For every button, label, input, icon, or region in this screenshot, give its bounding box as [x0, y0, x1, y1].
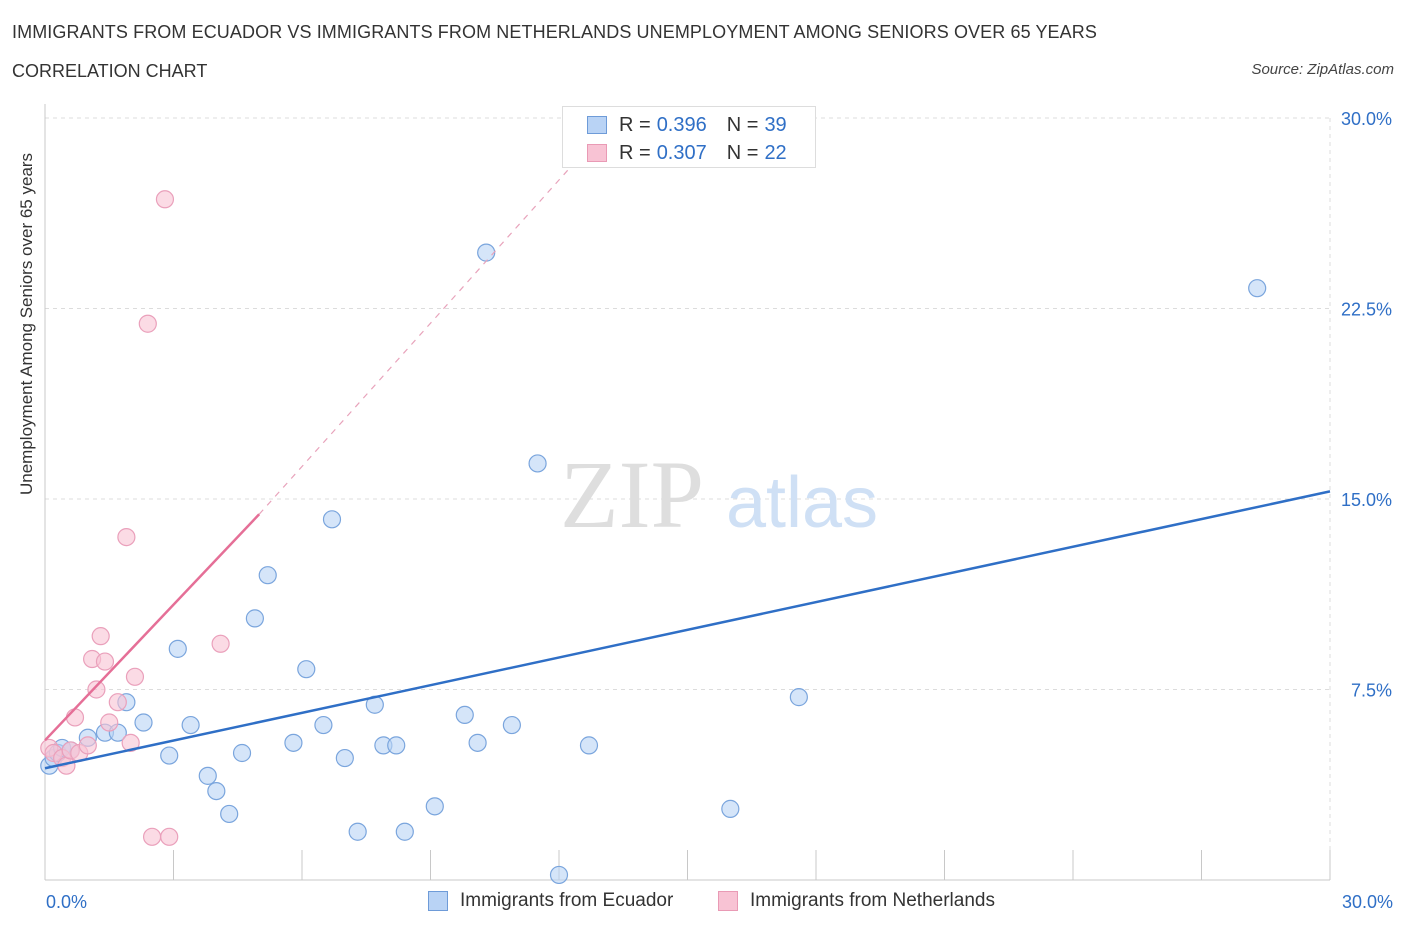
y-tick-label: 15.0%	[1341, 490, 1392, 510]
series-legend: Immigrants from Ecuador Immigrants from …	[0, 890, 1406, 914]
source-label: Source: ZipAtlas.com	[1251, 61, 1394, 78]
point-ecuador	[198, 766, 217, 785]
point-netherlands	[160, 827, 179, 846]
legend-swatch-ecuador	[587, 116, 607, 134]
point-ecuador	[181, 715, 200, 735]
y-tick-label: 22.5%	[1341, 300, 1392, 320]
legend-n-value: 22	[764, 141, 787, 164]
trend-line-netherlands-extension	[258, 155, 581, 515]
watermark-zip: ZIP	[560, 441, 704, 548]
point-ecuador	[395, 822, 414, 841]
tick-labels: 7.5% 15.0% 22.5% 30.0% 0.0% 30.0%	[46, 109, 1393, 912]
legend-swatch-netherlands	[718, 891, 738, 911]
point-netherlands	[155, 190, 175, 209]
point-ecuador	[502, 715, 521, 735]
point-netherlands	[78, 736, 97, 755]
point-ecuador	[789, 688, 808, 707]
x-tick-label-max: 30.0%	[1342, 892, 1393, 912]
point-ecuador	[455, 705, 474, 725]
point-ecuador	[387, 736, 406, 755]
point-ecuador	[314, 715, 333, 735]
legend-n-label: N =	[726, 141, 759, 164]
legend-row-netherlands: R = 0.307 N = 22	[587, 141, 787, 165]
legend-swatch-netherlands	[587, 144, 607, 162]
point-netherlands	[108, 693, 127, 712]
point-netherlands	[142, 827, 162, 846]
legend-swatch-ecuador	[428, 891, 448, 911]
point-ecuador	[721, 799, 740, 818]
x-tick-label-min: 0.0%	[46, 892, 87, 912]
y-tick-label: 7.5%	[1351, 681, 1392, 701]
point-netherlands	[91, 627, 110, 646]
point-netherlands	[125, 667, 145, 686]
chart-title: IMMIGRANTS FROM ECUADOR VS IMMIGRANTS FR…	[12, 22, 1097, 42]
chart-subtitle: CORRELATION CHART	[12, 61, 208, 81]
y-axis-label: Unemployment Among Seniors over 65 years	[17, 152, 36, 495]
legend-r-value: 0.307	[656, 141, 707, 164]
point-ecuador	[579, 736, 599, 755]
point-ecuador	[160, 746, 179, 765]
point-ecuador	[348, 822, 367, 841]
data-points	[40, 190, 1267, 885]
y-tick-label: 30.0%	[1341, 109, 1392, 129]
legend-item-netherlands[interactable]: Immigrants from Netherlands	[718, 890, 995, 912]
point-ecuador	[232, 743, 252, 763]
point-netherlands	[117, 527, 136, 547]
legend-n-value: 39	[764, 113, 787, 136]
point-ecuador	[245, 609, 264, 628]
point-ecuador	[468, 733, 487, 752]
point-ecuador	[284, 733, 303, 752]
point-netherlands	[65, 708, 85, 727]
point-netherlands	[121, 733, 140, 752]
point-ecuador	[297, 660, 316, 679]
point-netherlands	[211, 634, 230, 653]
point-ecuador	[168, 639, 187, 658]
legend-n-label: N =	[726, 113, 759, 136]
point-netherlands	[138, 314, 157, 333]
trend-line-netherlands	[44, 513, 261, 742]
point-ecuador	[258, 566, 277, 585]
point-ecuador	[322, 510, 342, 529]
legend-label-netherlands: Immigrants from Netherlands	[750, 890, 995, 911]
stats-legend: R = 0.396 N = 39 R = 0.307 N = 22	[562, 106, 816, 168]
legend-row-ecuador: R = 0.396 N = 39	[587, 113, 787, 137]
point-ecuador	[477, 243, 496, 262]
point-ecuador	[425, 797, 444, 816]
point-ecuador	[220, 804, 239, 824]
point-ecuador	[1248, 279, 1267, 298]
point-ecuador	[207, 781, 226, 801]
watermark: ZIP atlas	[560, 441, 878, 548]
point-netherlands	[100, 713, 119, 732]
watermark-atlas: atlas	[726, 463, 878, 543]
trend-lines	[44, 155, 1331, 770]
point-ecuador	[134, 713, 153, 732]
point-netherlands	[87, 680, 106, 699]
legend-r-label: R =	[619, 141, 651, 164]
point-ecuador	[549, 865, 569, 885]
legend-r-label: R =	[619, 113, 651, 136]
point-ecuador	[335, 748, 354, 768]
trend-line-ecuador	[44, 490, 1331, 770]
point-ecuador	[528, 454, 547, 473]
legend-item-ecuador[interactable]: Immigrants from Ecuador	[428, 890, 673, 912]
legend-label-ecuador: Immigrants from Ecuador	[460, 890, 674, 911]
point-netherlands	[95, 652, 115, 671]
legend-r-value: 0.396	[656, 113, 707, 136]
